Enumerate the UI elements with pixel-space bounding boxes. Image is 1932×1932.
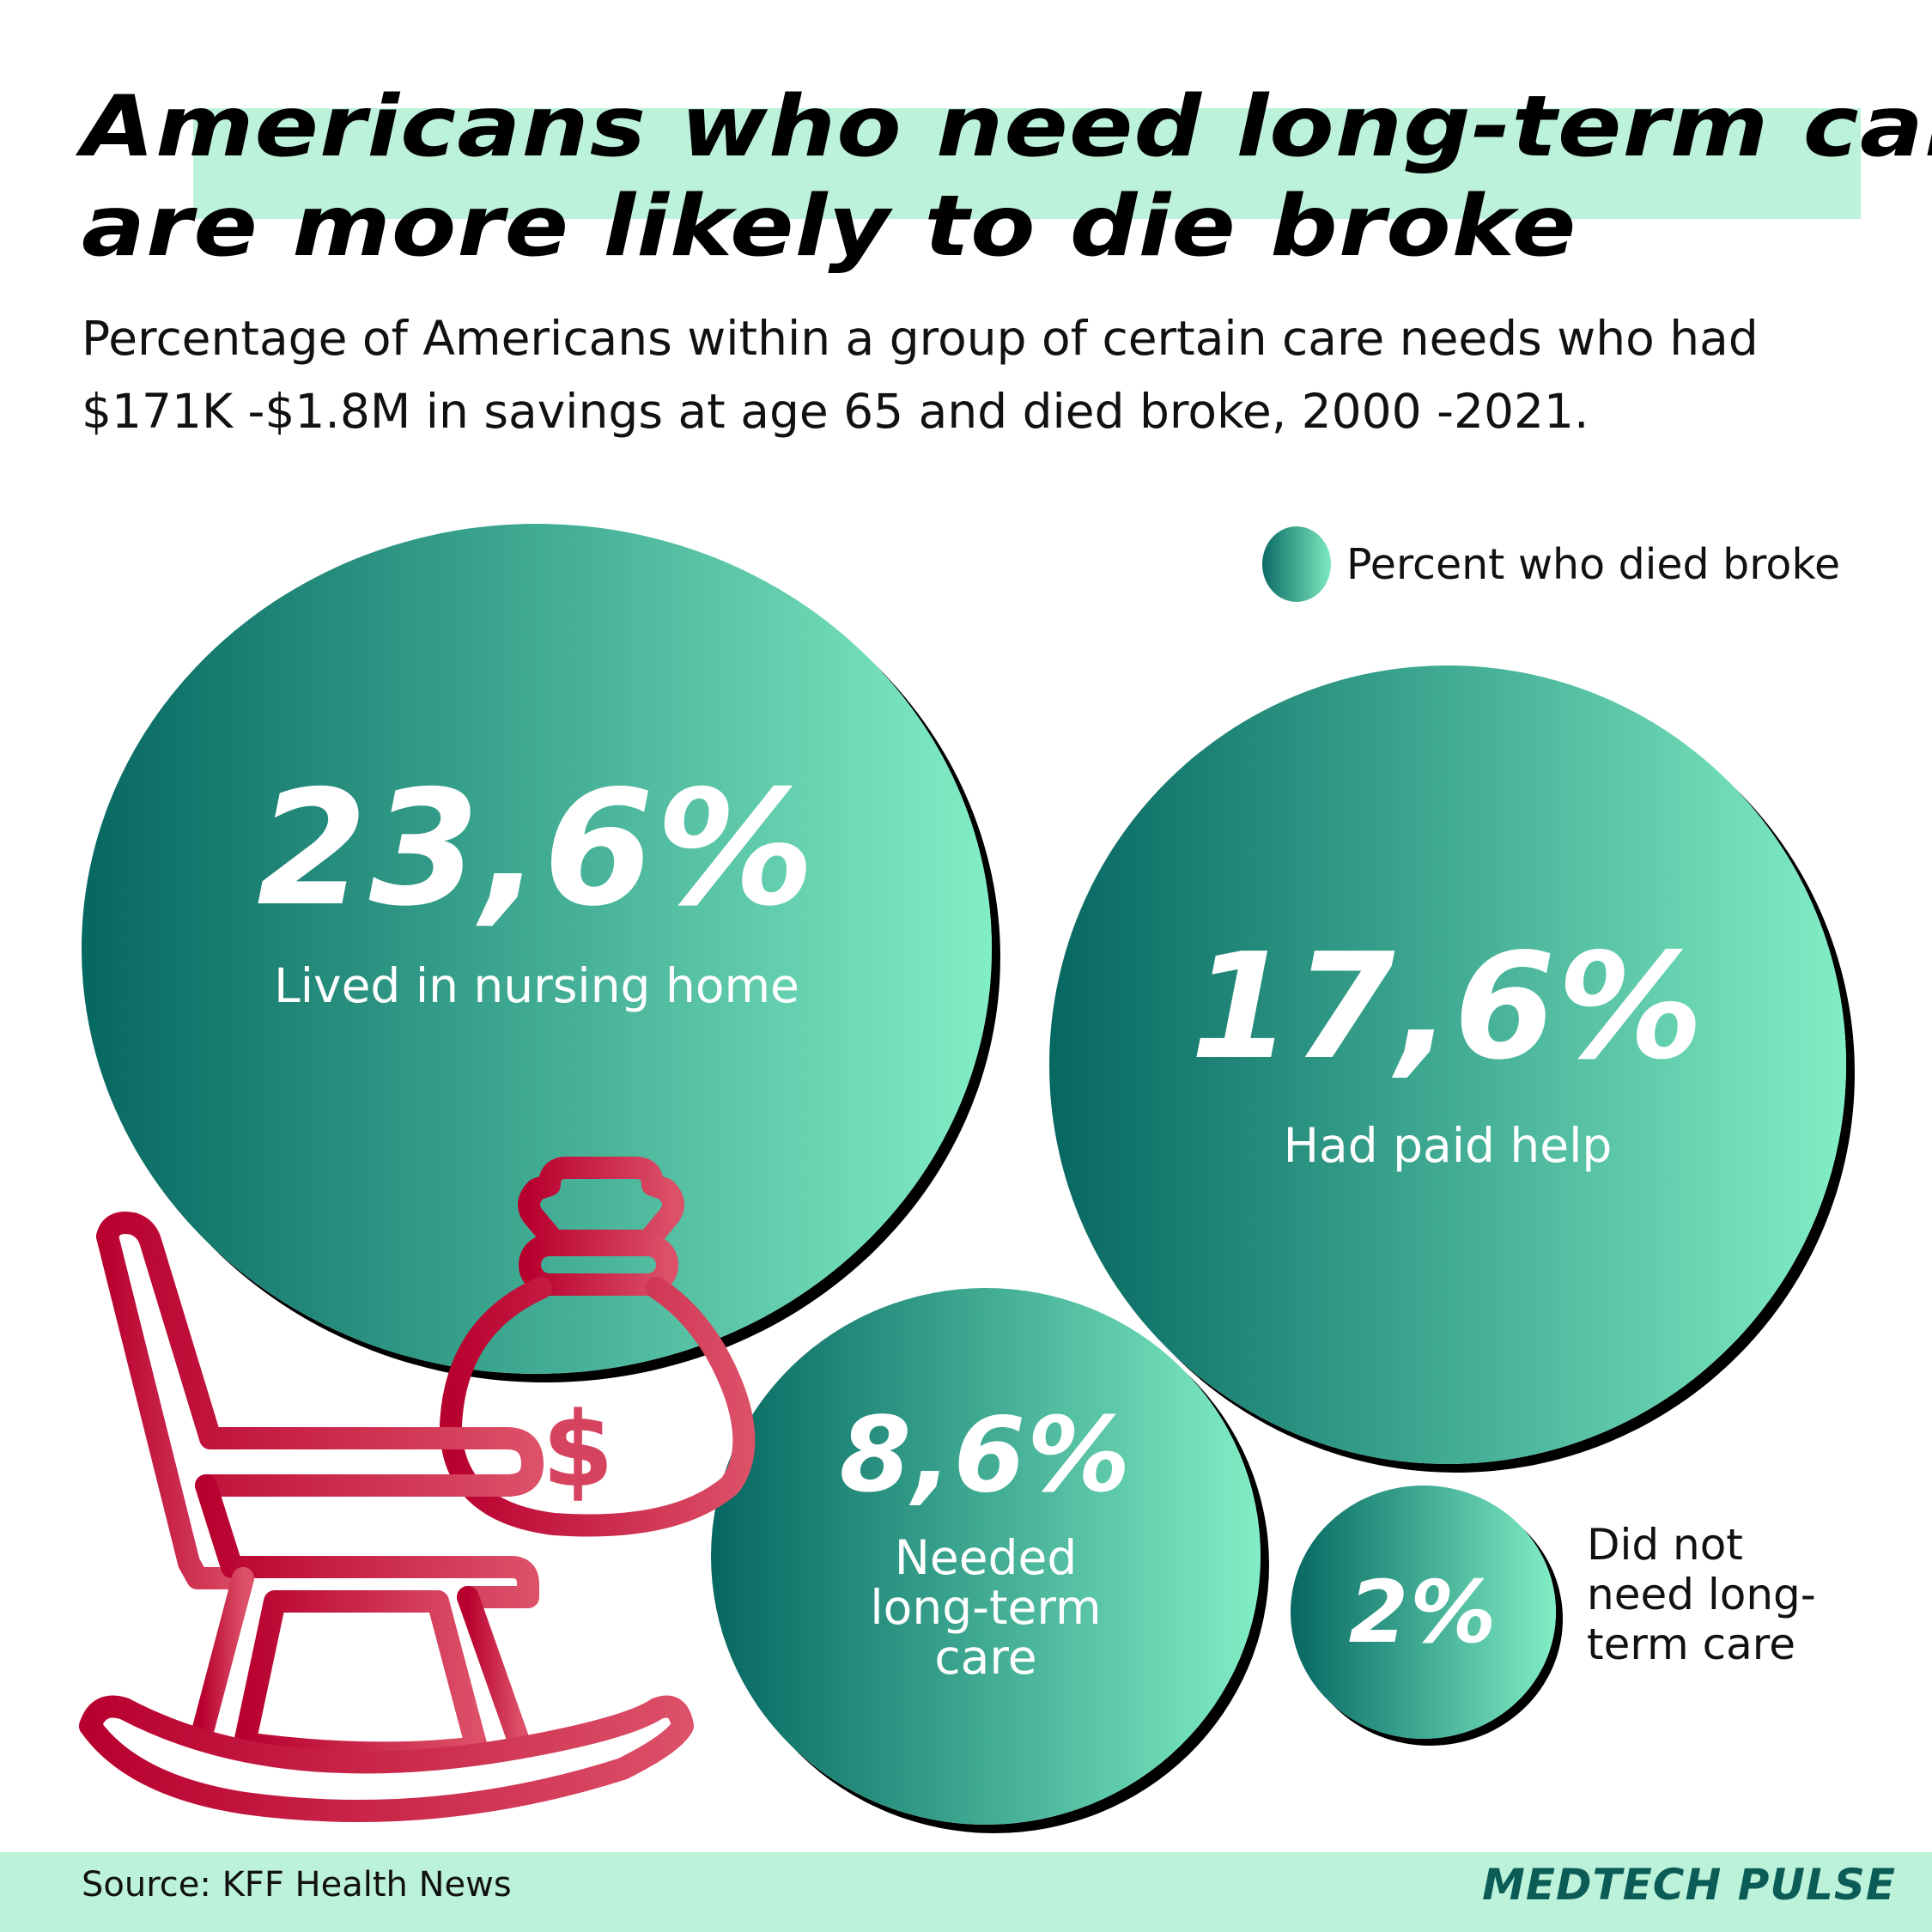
side-label-line: Did not bbox=[1587, 1520, 1743, 1570]
legend: Percent who died broke bbox=[1262, 526, 1840, 603]
bubble-value: 8,6% bbox=[839, 1396, 1133, 1516]
bubble-value: 23,6% bbox=[257, 756, 817, 941]
bubble-label: Lived in nursing home bbox=[274, 958, 799, 1013]
footer-band bbox=[0, 1852, 1932, 1932]
bubble-value: 2% bbox=[1348, 1562, 1498, 1662]
bubble-side-label: Did not need long- term care bbox=[1587, 1520, 1862, 1669]
side-label-line: term care bbox=[1587, 1619, 1795, 1669]
page-title: Americans who need long-term care are mo… bbox=[82, 77, 1932, 276]
legend-label: Percent who died broke bbox=[1346, 539, 1841, 589]
bubble-value: 17,6% bbox=[1190, 922, 1705, 1092]
bubble-label-line: care bbox=[934, 1630, 1037, 1685]
bubble-had-paid-help: 17,6% Had paid help bbox=[1049, 665, 1846, 1464]
bubble-label: Had paid help bbox=[1283, 1118, 1613, 1173]
source-text: Source: KFF Health News bbox=[82, 1865, 512, 1905]
title-highlight-band bbox=[193, 108, 1861, 219]
legend-circle-icon bbox=[1262, 526, 1331, 602]
brand-logo: MEDTECH PULSE bbox=[1482, 1860, 1896, 1910]
bubble-did-not-need-care: 2% bbox=[1291, 1485, 1556, 1739]
bubble-label-line: long-term bbox=[870, 1580, 1102, 1635]
side-label-line: need long- bbox=[1587, 1570, 1816, 1619]
bubble-needed-long-term-care: 8,6% Needed long-term care bbox=[711, 1288, 1261, 1825]
rocking-chair-money-bag-icon: $ bbox=[79, 1157, 756, 1822]
title-line-2: are more likely to die broke bbox=[82, 178, 1577, 276]
subtitle-line-1: Percentage of Americans within a group o… bbox=[82, 311, 1759, 366]
subtitle: Percentage of Americans within a group o… bbox=[82, 302, 1885, 448]
bubble-label: Needed long-term care bbox=[848, 1533, 1123, 1682]
svg-text:$: $ bbox=[542, 1391, 614, 1510]
bubble-lived-in-nursing-home: 23,6% Lived in nursing home bbox=[82, 524, 992, 1374]
title-line-1: Americans who need long-term care bbox=[82, 78, 1932, 176]
bubble-label-line: Needed bbox=[894, 1530, 1078, 1585]
subtitle-line-2: $171K -$1.8M in savings at age 65 and di… bbox=[82, 384, 1589, 439]
